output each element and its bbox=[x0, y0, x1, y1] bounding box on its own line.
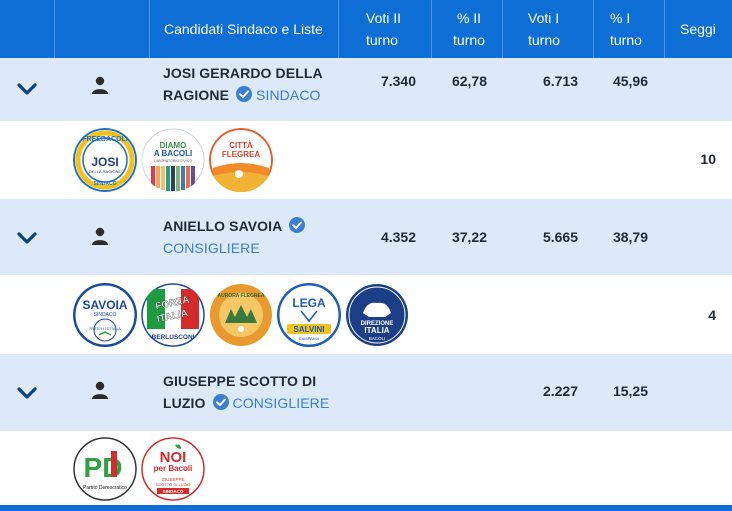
svg-text:BACOLI: BACOLI bbox=[369, 336, 386, 341]
svg-text:GIUSEPPE: GIUSEPPE bbox=[161, 477, 184, 482]
svg-text:per Bacoli: per Bacoli bbox=[154, 464, 193, 473]
svg-text:ITALIA: ITALIA bbox=[364, 326, 389, 335]
candidate-row[interactable]: JOSI GERARDO DELLA RAGIONE SINDACO 7.340… bbox=[0, 58, 732, 120]
header-divider bbox=[54, 0, 55, 58]
svg-text:DELLA RAGIONE: DELLA RAGIONE bbox=[89, 169, 121, 174]
person-icon bbox=[92, 76, 108, 94]
votes-round1: 5.665 bbox=[542, 229, 578, 245]
seats-count: 4 bbox=[708, 307, 716, 323]
header-divider bbox=[502, 0, 503, 58]
savoia-sindaco-logo: SAVOIA SINDACO FRATELLI D'ITALIA bbox=[73, 283, 137, 347]
votes-round2: 7.340 bbox=[380, 73, 416, 89]
forza-italia-logo: FORZA ITALIA BERLUSCONI bbox=[141, 283, 205, 347]
header-seats: Seggi bbox=[680, 21, 716, 37]
noi-per-bacoli-logo: NOI per Bacoli GIUSEPPE SCOTTO DI LUZIO … bbox=[141, 437, 205, 501]
seats-count: 10 bbox=[700, 151, 716, 167]
candidate-name-block: JOSI GERARDO DELLA RAGIONE SINDACO bbox=[163, 62, 353, 106]
header-divider bbox=[149, 0, 150, 58]
chevron-down-icon[interactable] bbox=[16, 78, 38, 100]
direzione-italia-logo: DIREZIONE ITALIA BACOLI bbox=[345, 283, 409, 347]
lists-row: SAVOIA SINDACO FRATELLI D'ITALIA FORZA I… bbox=[0, 274, 732, 354]
aurora-flegrea-logo: AURORA FLEGREA bbox=[209, 283, 273, 347]
citta-flegrea-logo: CITTÀ FLEGREA bbox=[209, 128, 273, 192]
svg-text:SAVOIA: SAVOIA bbox=[82, 298, 127, 312]
svg-text:SINDACO: SINDACO bbox=[163, 489, 184, 494]
header-divider bbox=[338, 0, 339, 58]
svg-text:AURORA FLEGREA: AURORA FLEGREA bbox=[217, 293, 264, 299]
lists-row: FREEBACOLI JOSI DELLA RAGIONE SINDACO DI… bbox=[0, 120, 732, 199]
pct-round1: 15,25 bbox=[612, 383, 648, 399]
candidate-role: CONSIGLIERE bbox=[232, 395, 330, 411]
candidate-row[interactable]: GIUSEPPE SCOTTO DI LUZIO CONSIGLIERE 2.2… bbox=[0, 354, 732, 430]
svg-text:SCOTTO DI LUZIO: SCOTTO DI LUZIO bbox=[156, 482, 191, 487]
candidate-name: JOSI GERARDO DELLA RAGIONE bbox=[163, 65, 323, 103]
candidate-name-block: GIUSEPPE SCOTTO DI LUZIO CONSIGLIERE bbox=[163, 370, 333, 414]
header-divider bbox=[664, 0, 665, 58]
header-divider bbox=[431, 0, 432, 58]
header-votes-round1: Voti I turno bbox=[528, 10, 560, 48]
svg-text:FRATELLI D'ITALIA: FRATELLI D'ITALIA bbox=[89, 327, 121, 331]
candidate-role: SINDACO bbox=[256, 87, 321, 103]
pct-round1: 45,96 bbox=[612, 73, 648, 89]
candidate-role: CONSIGLIERE bbox=[163, 240, 260, 256]
svg-text:SINDACO: SINDACO bbox=[93, 181, 116, 187]
results-table-header: Candidati Sindaco e Liste Voti II turno … bbox=[0, 0, 732, 58]
diamo-a-bacoli-logo: DIAMO A BACOLI LABORATORIO CIVICO bbox=[141, 128, 205, 192]
pct-round1: 38,79 bbox=[612, 229, 648, 245]
svg-text:DIAMO: DIAMO bbox=[160, 141, 187, 150]
verified-check-icon bbox=[288, 217, 305, 233]
candidate-name-block: ANIELLO SAVOIA CONSIGLIERE bbox=[163, 215, 353, 259]
svg-text:NOI: NOI bbox=[160, 449, 187, 466]
header-divider bbox=[593, 0, 594, 58]
header-pct-round2: % II turno bbox=[453, 10, 485, 48]
svg-text:BERLUSCONI: BERLUSCONI bbox=[152, 334, 195, 341]
table-bottom-border bbox=[0, 505, 732, 511]
svg-text:Partito Democratico: Partito Democratico bbox=[83, 485, 127, 491]
pct-round2: 62,78 bbox=[451, 73, 487, 89]
candidate-row[interactable]: ANIELLO SAVOIA CONSIGLIERE 4.352 37,22 5… bbox=[0, 199, 732, 274]
header-pct-round1: % I turno bbox=[610, 10, 642, 48]
svg-text:A BACOLI: A BACOLI bbox=[154, 149, 192, 158]
svg-text:CAMPANIA: CAMPANIA bbox=[299, 336, 320, 341]
lega-salvini-logo: LEGA SALVINI CAMPANIA bbox=[277, 283, 341, 347]
svg-text:LEGA: LEGA bbox=[292, 296, 326, 310]
votes-round1: 2.227 bbox=[542, 383, 578, 399]
svg-text:SALVINI: SALVINI bbox=[294, 325, 325, 334]
svg-text:FLEGREA: FLEGREA bbox=[222, 150, 260, 159]
candidate-name: GIUSEPPE SCOTTO DI LUZIO bbox=[163, 373, 317, 411]
svg-text:SINDACO: SINDACO bbox=[94, 312, 117, 318]
chevron-down-icon[interactable] bbox=[16, 227, 38, 249]
pct-round2: 37,22 bbox=[451, 229, 487, 245]
freebacoli-josi-logo: FREEBACOLI JOSI DELLA RAGIONE SINDACO bbox=[73, 128, 137, 192]
svg-text:FREEBACOLI: FREEBACOLI bbox=[82, 136, 128, 143]
candidate-name: ANIELLO SAVOIA bbox=[163, 218, 282, 234]
person-icon bbox=[92, 227, 108, 245]
person-icon bbox=[92, 381, 108, 399]
lists-row: PD Partito Democratico NOI per Bacoli GI… bbox=[0, 430, 732, 505]
partito-democratico-logo: PD Partito Democratico bbox=[73, 437, 137, 501]
svg-text:CITTÀ: CITTÀ bbox=[229, 141, 253, 150]
votes-round1: 6.713 bbox=[542, 73, 578, 89]
svg-text:DIREZIONE: DIREZIONE bbox=[361, 321, 394, 327]
header-candidates-lists: Candidati Sindaco e Liste bbox=[164, 21, 323, 37]
svg-text:LABORATORIO CIVICO: LABORATORIO CIVICO bbox=[154, 159, 192, 163]
chevron-down-icon[interactable] bbox=[16, 382, 38, 404]
header-votes-round2: Voti II turno bbox=[366, 10, 402, 48]
verified-check-icon bbox=[236, 86, 253, 102]
votes-round2: 4.352 bbox=[380, 229, 416, 245]
svg-text:JOSI: JOSI bbox=[91, 155, 118, 169]
verified-check-icon bbox=[212, 394, 229, 410]
